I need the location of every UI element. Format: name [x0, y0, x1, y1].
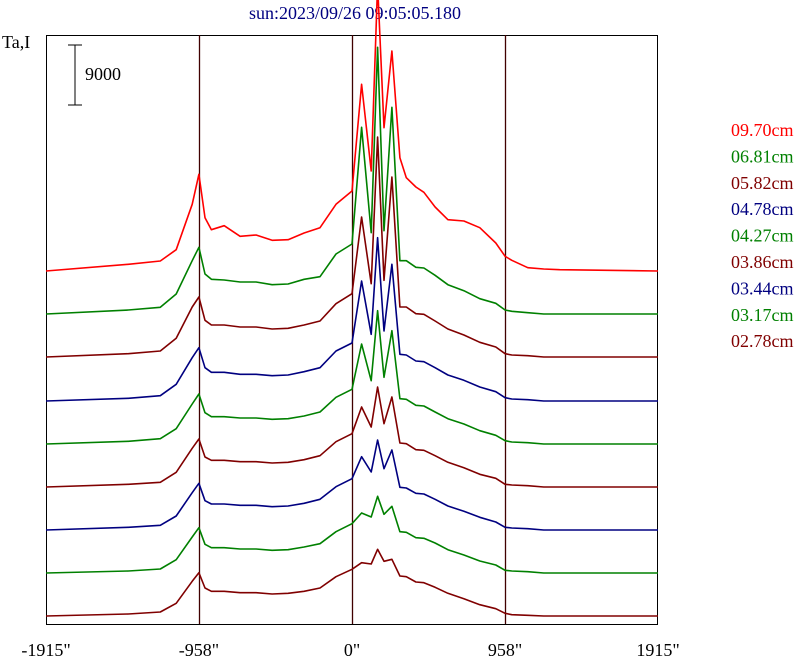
legend-entry-03-17cm: 03.17cm	[731, 305, 794, 325]
x-tick-label-3: 958"	[488, 640, 522, 660]
legend-entry-05-82cm: 05.82cm	[731, 173, 794, 193]
trace-03-44cm	[45, 439, 658, 531]
trace-05-82cm	[45, 136, 658, 358]
chart-title: sun:2023/09/26 09:05:05.180	[249, 3, 461, 23]
scale-bar: 9000	[68, 44, 121, 106]
scale-bar-label: 9000	[85, 64, 121, 84]
trace-04-27cm	[45, 309, 658, 445]
trace-04-78cm	[45, 236, 658, 402]
x-tick-label-2: 0"	[344, 640, 360, 660]
y-axis-label: Ta,I	[2, 32, 30, 52]
trace-02-78cm	[45, 548, 658, 617]
trace-03-17cm	[45, 495, 658, 574]
spectra-traces	[45, 0, 659, 617]
trace-06-81cm	[45, 46, 658, 315]
x-tick-labels: -1915" -958" 0" 958" 1915"	[21, 640, 679, 660]
legend-entry-02-78cm: 02.78cm	[731, 331, 794, 351]
x-tick-label-1: -958"	[179, 640, 219, 660]
legend: 09.70cm 06.81cm 05.82cm 04.78cm 04.27cm 03.86…	[731, 120, 794, 351]
trace-03-86cm	[45, 386, 658, 488]
x-tick-label-0: -1915"	[21, 640, 70, 660]
legend-entry-04-78cm: 04.78cm	[731, 199, 794, 219]
x-tick-label-4: 1915"	[636, 640, 679, 660]
legend-entry-03-44cm: 03.44cm	[731, 278, 794, 298]
legend-entry-03-86cm: 03.86cm	[731, 252, 794, 272]
legend-entry-04-27cm: 04.27cm	[731, 226, 794, 246]
legend-entry-06-81cm: 06.81cm	[731, 146, 794, 166]
reference-lines	[198, 35, 507, 624]
legend-entry-09-70cm: 09.70cm	[731, 120, 794, 140]
trace-09-70cm	[45, 0, 659, 272]
